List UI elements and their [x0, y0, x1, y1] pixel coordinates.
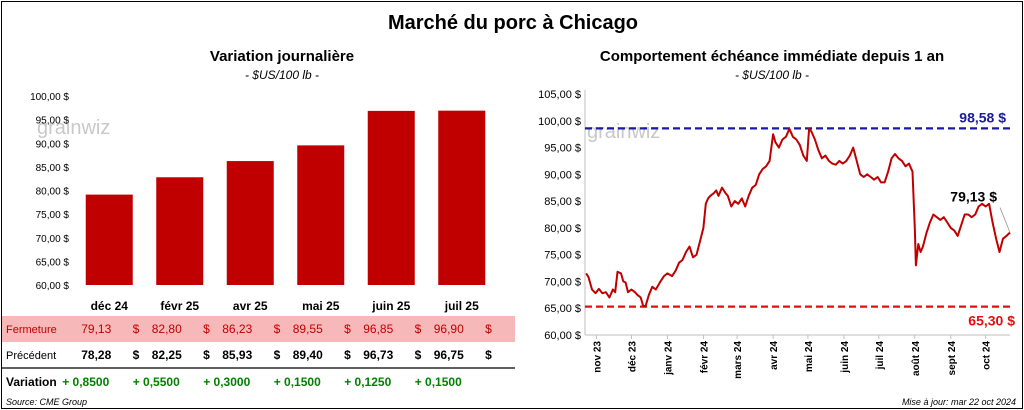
table-cell: + 0,1500 — [415, 375, 462, 389]
x-tick-label: avr 24 — [769, 341, 780, 370]
x-category-label: juin 25 — [371, 299, 410, 313]
table-cell: 86,23 — [222, 322, 252, 336]
right-chart-subtitle: Comportement échéance immédiate depuis 1… — [599, 48, 945, 65]
table-cell: + 0,1250 — [344, 375, 391, 389]
table-cell: 82,80 — [152, 322, 182, 336]
bar — [438, 110, 486, 286]
y-tick-label: 95,00 $ — [36, 116, 70, 127]
table-row-label: Variation — [6, 375, 57, 389]
x-tick-label: août 24 — [911, 341, 922, 376]
table-cell-unit: $ — [133, 348, 140, 362]
table-cell-unit: $ — [415, 322, 422, 336]
table-cell-unit: $ — [274, 348, 281, 362]
table-row-label: Précédent — [6, 350, 56, 362]
fermeture-row-bg — [2, 316, 515, 342]
x-tick-label: nov 23 — [593, 341, 604, 373]
table-cell: 78,28 — [81, 348, 111, 362]
y-tick-label: 85,00 $ — [544, 196, 581, 208]
y-tick-label: 70,00 $ — [36, 234, 70, 245]
table-cell-unit: $ — [203, 348, 210, 362]
x-category-label: févr 25 — [160, 299, 199, 313]
left-bar-chart: grainwiz 60,00 $ 65,00 $ 70,00 $ 75,00 $ 80,0… — [30, 92, 486, 313]
bar — [226, 161, 274, 285]
x-category-label: déc 24 — [91, 299, 129, 313]
y-tick-label: 95,00 $ — [544, 143, 581, 155]
y-tick-label: 60,00 $ — [544, 330, 581, 342]
watermark: grainwiz — [587, 121, 660, 143]
table-cell: 89,40 — [293, 348, 323, 362]
y-tick-label: 70,00 $ — [544, 276, 581, 288]
table-cell-unit: $ — [344, 322, 351, 336]
low-value-label: 65,30 $ — [968, 313, 1015, 329]
x-tick-label: mars 24 — [733, 341, 744, 379]
y-tick-label: 80,00 $ — [36, 187, 70, 198]
table-cell: + 0,1500 — [274, 375, 321, 389]
x-tick-label: déc 23 — [627, 341, 638, 373]
table-cell: 89,55 — [293, 322, 323, 336]
x-tick-label: oct 24 — [982, 341, 993, 370]
y-tick-label: 65,00 $ — [544, 303, 581, 315]
table-cell: 96,73 — [363, 348, 393, 362]
y-tick-label: 100,00 $ — [30, 92, 69, 103]
table-cell-unit: $ — [344, 348, 351, 362]
x-tick-label: janv 24 — [663, 341, 674, 376]
y-tick-label: 85,00 $ — [36, 163, 70, 174]
y-tick-label: 65,00 $ — [36, 257, 70, 268]
last-value-leader — [999, 207, 1011, 233]
left-chart-unit: - $US/100 lb - — [244, 68, 320, 82]
y-tick-label: 100,00 $ — [538, 116, 581, 128]
table-cell: 96,75 — [434, 348, 464, 362]
x-category-label: avr 25 — [233, 299, 268, 313]
table-cell: + 0,8500 — [62, 375, 109, 389]
high-value-label: 98,58 $ — [959, 109, 1006, 125]
x-tick-label: sept 24 — [947, 341, 958, 376]
last-value-label: 79,13 $ — [950, 189, 997, 205]
left-chart-subtitle: Variation journalière — [209, 48, 355, 65]
x-tick-label: févr 24 — [699, 341, 710, 374]
table-cell: + 0,3000 — [203, 375, 250, 389]
watermark: grainwiz — [37, 117, 110, 139]
x-category-label: mai 25 — [302, 299, 340, 313]
page-title: Marché du porc à Chicago — [387, 12, 639, 34]
y-tick-label: 90,00 $ — [36, 139, 70, 150]
x-category-label: juil 25 — [444, 299, 479, 313]
table-cell: + 0,5500 — [133, 375, 180, 389]
table-cell-unit: $ — [274, 322, 281, 336]
y-tick-label: 60,00 $ — [36, 281, 70, 292]
table-cell: 79,13 — [81, 322, 111, 336]
source-note: Source: CME Group — [6, 397, 88, 407]
table-row-label: Fermeture — [6, 324, 57, 336]
right-chart-unit: - $US/100 lb - — [734, 68, 810, 82]
table-cell-unit: $ — [203, 322, 210, 336]
y-tick-label: 105,00 $ — [538, 89, 581, 101]
table-cell-unit: $ — [133, 322, 140, 336]
table-cell-unit: $ — [485, 322, 492, 336]
x-tick-label: mai 24 — [804, 341, 815, 373]
left-data-table: Fermeture 79,13 $82,80 $86,23 $89,55 $96,85 $9… — [2, 316, 515, 389]
right-line-chart: grainwiz 60,00 $ 65,00 $ 70,00 $ 75,00 $ 80,0… — [538, 89, 1015, 379]
bar — [85, 194, 133, 285]
bar — [367, 110, 415, 285]
bar — [156, 177, 204, 285]
table-cell-unit: $ — [415, 348, 422, 362]
y-tick-label: 75,00 $ — [36, 210, 70, 221]
table-cell: 85,93 — [222, 348, 252, 362]
table-cell: 82,25 — [152, 348, 182, 362]
y-tick-label: 90,00 $ — [544, 169, 581, 181]
table-cell-unit: $ — [485, 348, 492, 362]
bar — [297, 145, 345, 285]
y-tick-label: 75,00 $ — [544, 250, 581, 262]
table-cell: 96,90 — [434, 322, 464, 336]
y-tick-label: 80,00 $ — [544, 223, 581, 235]
x-tick-label: juin 24 — [840, 341, 851, 374]
update-note: Mise à jour: mar 22 oct 2024 — [901, 397, 1016, 407]
x-tick-label: juil 24 — [875, 341, 886, 371]
price-series-line — [585, 127, 1011, 308]
table-cell: 96,85 — [363, 322, 393, 336]
